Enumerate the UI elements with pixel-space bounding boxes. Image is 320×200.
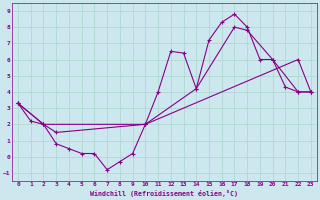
X-axis label: Windchill (Refroidissement éolien,°C): Windchill (Refroidissement éolien,°C) [91, 190, 238, 197]
